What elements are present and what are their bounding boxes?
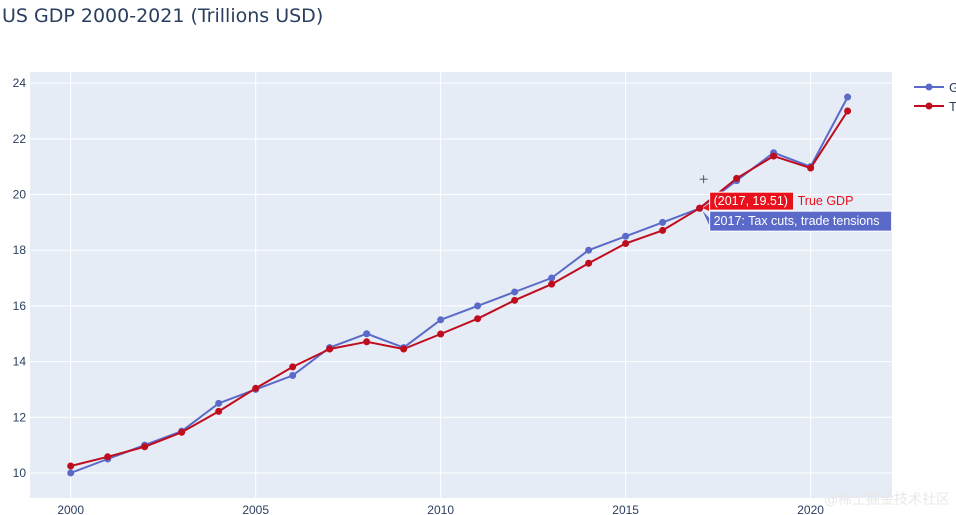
plot-area	[30, 72, 892, 498]
data-point	[363, 330, 371, 338]
data-point	[215, 407, 223, 415]
data-point	[437, 330, 445, 338]
data-point	[215, 399, 223, 407]
legend-item-0[interactable]: G	[914, 80, 956, 95]
data-point	[104, 453, 112, 461]
tooltip-annotation-box	[709, 210, 893, 232]
data-point	[659, 226, 667, 234]
tooltip-annotation-pointer	[702, 211, 710, 227]
grid-lines	[30, 72, 892, 498]
data-point	[696, 204, 704, 212]
x-tick-label: 2020	[797, 503, 824, 515]
legend[interactable]: GT	[914, 80, 956, 114]
data-point	[67, 462, 75, 470]
tooltip-point-box	[709, 191, 795, 211]
chart-title: US GDP 2000-2021 (Trillions USD)	[2, 5, 324, 27]
data-point	[844, 107, 852, 115]
y-axis-ticks: 10 12 14 16 18 20 22 24	[13, 76, 27, 480]
data-point	[548, 274, 556, 282]
data-point	[585, 259, 593, 267]
data-point	[585, 246, 593, 254]
watermark: @稀土掘金技术社区	[824, 492, 950, 508]
data-point	[511, 296, 519, 304]
tooltip-pointer	[702, 203, 710, 212]
x-tick-label: 2015	[612, 503, 639, 515]
tooltip-series-label: True GDP	[798, 194, 854, 208]
data-point	[141, 443, 149, 451]
data-point	[548, 280, 556, 288]
data-point	[622, 240, 630, 248]
x-axis-ticks: 2000 2005 2010 2015 2020	[57, 503, 824, 515]
data-point	[437, 316, 445, 324]
tooltip-point-label: (2017, 19.51)	[714, 194, 788, 208]
y-tick-label: 24	[13, 76, 27, 90]
data-point	[289, 371, 297, 379]
hover-tooltip: (2017, 19.51) True GDP 2017: Tax cuts, tra…	[699, 175, 893, 232]
legend-label: T	[949, 99, 956, 114]
y-tick-label: 12	[13, 410, 27, 424]
legend-swatch-marker	[925, 102, 933, 110]
data-point	[659, 218, 667, 226]
data-point	[326, 345, 334, 353]
y-tick-label: 20	[13, 188, 27, 202]
y-tick-label: 14	[13, 355, 27, 369]
x-tick-label: 2000	[57, 503, 84, 515]
data-point	[363, 338, 371, 346]
data-point	[733, 174, 741, 182]
y-tick-label: 16	[13, 299, 27, 313]
data-point	[252, 384, 260, 392]
data-point	[622, 232, 630, 240]
data-point	[770, 152, 778, 160]
legend-item-1[interactable]: T	[914, 99, 956, 114]
legend-swatch-marker	[925, 83, 933, 91]
data-point	[67, 469, 75, 477]
data-point	[844, 93, 852, 101]
data-point	[400, 345, 408, 353]
data-point	[289, 363, 297, 371]
y-tick-label: 10	[13, 466, 27, 480]
y-tick-label: 18	[13, 243, 27, 257]
data-point	[178, 428, 186, 436]
data-point	[474, 315, 482, 323]
y-tick-label: 22	[13, 132, 27, 146]
data-point	[474, 302, 482, 310]
x-tick-label: 2005	[242, 503, 269, 515]
tooltip-annotation-label: 2017: Tax cuts, trade tensions	[714, 214, 880, 228]
data-point	[807, 164, 815, 172]
legend-label: G	[949, 80, 956, 95]
x-tick-label: 2010	[427, 503, 454, 515]
data-point	[511, 288, 519, 296]
